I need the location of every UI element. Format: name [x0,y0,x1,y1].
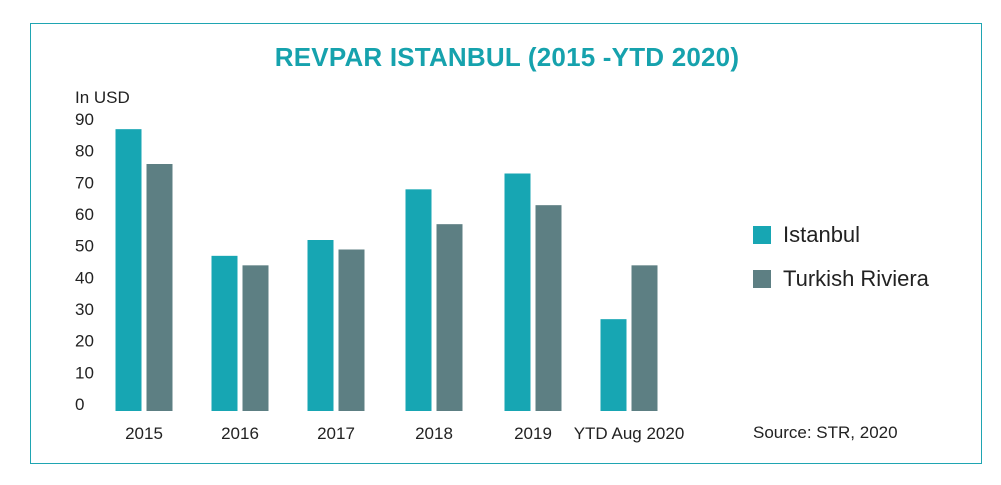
legend-label-istanbul: Istanbul [783,222,861,247]
bar-turkish-riviera-2018 [436,224,463,411]
x-tick-label-2018: 2018 [415,424,453,443]
y-tick-label-50: 50 [75,237,94,256]
legend: Istanbul Turkish Riviera [753,222,929,310]
legend-swatch-istanbul [753,226,771,244]
legend-item-turkish-riviera: Turkish Riviera [753,266,929,292]
chart-frame: REVPAR ISTANBUL (2015 -YTD 2020) In USD … [30,23,982,464]
bar-istanbul-ytd-aug-2020 [600,319,627,411]
legend-item-istanbul: Istanbul [753,222,929,248]
bar-istanbul-2017 [307,240,334,411]
y-tick-label-70: 70 [75,173,94,192]
bar-turkish-riviera-2019 [535,205,562,411]
bar-turkish-riviera-2015 [146,164,173,411]
bar-turkish-riviera-2017 [338,249,365,411]
x-tick-label-ytd-aug-2020: YTD Aug 2020 [574,424,685,443]
y-tick-label-40: 40 [75,268,94,287]
chart-title: REVPAR ISTANBUL (2015 -YTD 2020) [274,42,740,72]
bar-istanbul-2018 [405,189,432,411]
y-tick-label-80: 80 [75,142,94,161]
x-tick-label-2016: 2016 [221,424,259,443]
y-tick-label-30: 30 [75,300,94,319]
x-axis-ticks: 2015 2016 2017 2018 2019 YTD Aug 2020 [125,424,684,443]
legend-label-turkish-riviera: Turkish Riviera [783,266,929,291]
y-axis-ticks: 0 10 20 30 40 50 60 70 80 90 [75,110,94,414]
y-tick-label-90: 90 [75,110,94,129]
y-tick-label-0: 0 [75,395,84,414]
bar-chart-plot: 0 10 20 30 40 50 60 70 80 90 2015 2016 2017 2018 2019… [75,110,684,443]
x-tick-label-2015: 2015 [125,424,163,443]
y-tick-label-60: 60 [75,205,94,224]
x-tick-label-2019: 2019 [514,424,552,443]
legend-swatch-turkish-riviera [753,270,771,288]
bar-turkish-riviera-2016 [242,265,269,411]
bar-istanbul-2016 [211,255,238,411]
y-tick-label-20: 20 [75,332,94,351]
bar-istanbul-2019 [504,173,531,411]
y-axis-unit-label: In USD [75,88,130,107]
source-note: Source: STR, 2020 [753,423,898,442]
bar-istanbul-2015 [115,129,142,411]
bar-turkish-riviera-ytd-aug-2020 [631,265,658,411]
x-tick-label-2017: 2017 [317,424,355,443]
y-tick-label-10: 10 [75,363,94,382]
bars [115,129,658,411]
